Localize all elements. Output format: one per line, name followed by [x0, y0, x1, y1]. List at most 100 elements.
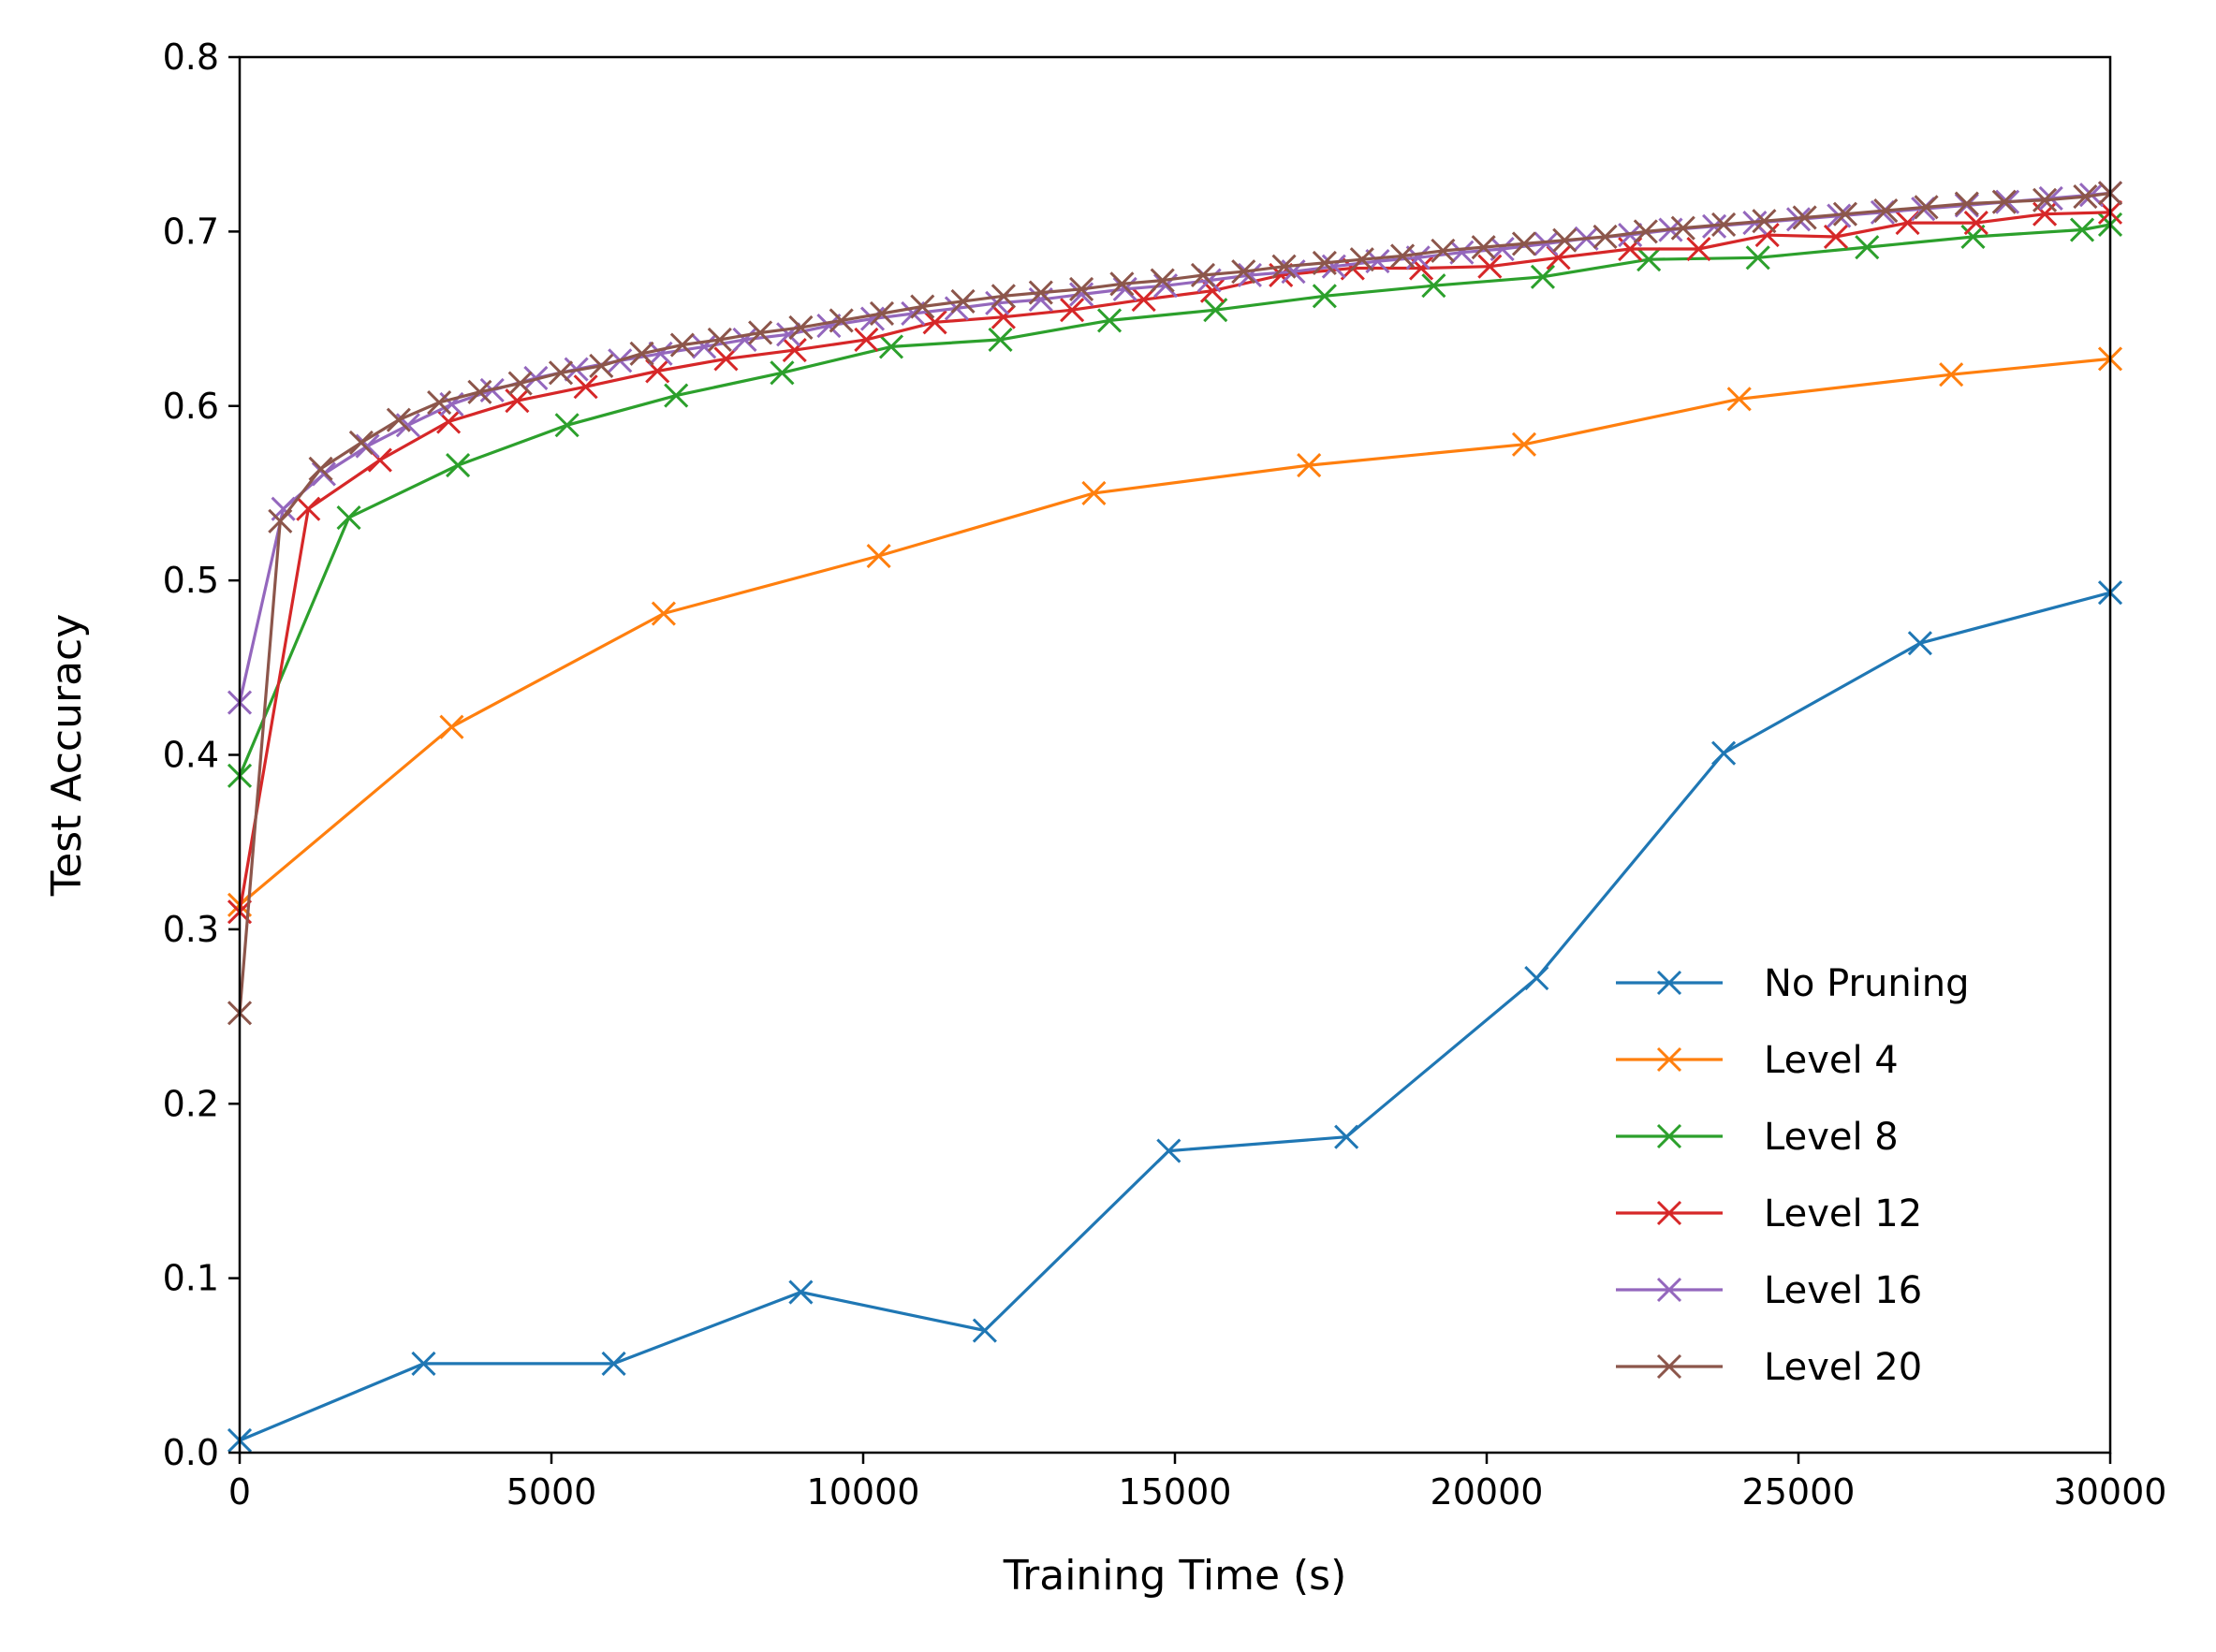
data-point-level-12: [991, 304, 1016, 329]
legend-marker: [1656, 1123, 1682, 1149]
data-point-level-20: [629, 341, 654, 366]
data-point-level-16: [732, 327, 757, 352]
series-no-pruning: [227, 580, 2123, 1454]
data-point-level-20: [386, 407, 411, 432]
data-point-level-20: [910, 294, 935, 319]
data-point-level-20: [748, 320, 773, 345]
y-axis-label: Test Accuracy: [43, 614, 91, 898]
data-point-level-20: [2073, 184, 2098, 210]
data-point-level-20: [1471, 235, 1496, 260]
data-point-level-20: [1592, 224, 1618, 250]
data-point-level-16: [355, 433, 380, 459]
legend: No Pruning Level 4 Level 8 Level 12 Level 16…: [1616, 962, 1970, 1389]
data-point-level-20: [829, 308, 854, 333]
data-point-no-pruning: [1334, 1124, 1359, 1149]
data-point-level-20: [1390, 243, 1416, 269]
legend-item-no-pruning: No Pruning: [1616, 962, 1970, 1005]
data-point-level-20: [1028, 280, 1053, 305]
legend-item-level-8: Level 8: [1616, 1116, 1899, 1159]
data-point-level-20: [1190, 262, 1216, 288]
data-point-level-8: [2069, 217, 2095, 242]
data-point-level-20: [308, 456, 333, 481]
legend-item-level-16: Level 16: [1616, 1269, 1922, 1312]
data-point-no-pruning: [1711, 740, 1737, 766]
x-tick-label: 25000: [1742, 1471, 1856, 1513]
data-point-level-8: [1636, 247, 1662, 272]
data-point-level-8: [664, 383, 689, 408]
legend-marker: [1656, 1046, 1682, 1073]
data-point-level-20: [1312, 250, 1337, 275]
data-point-level-4: [439, 714, 464, 739]
data-point-level-4: [1081, 480, 1107, 505]
data-point-level-8: [1745, 245, 1770, 270]
data-point-level-20: [507, 371, 533, 396]
x-axis-ticks: 0 5000 10000 15000 20000 25000 30000: [228, 1453, 2167, 1513]
data-point-no-pruning: [1524, 965, 1549, 991]
data-point-level-12: [1131, 287, 1156, 313]
data-point-level-4: [651, 601, 676, 626]
data-point-no-pruning: [972, 1318, 997, 1343]
series-level-8: [227, 212, 2123, 788]
data-point-level-20: [1069, 276, 1094, 301]
data-point-level-12: [713, 346, 739, 372]
data-point-level-20: [950, 288, 976, 314]
series-layer: [227, 181, 2123, 1454]
data-point-level-20: [2033, 187, 2058, 212]
axes-layer: [238, 55, 2112, 1455]
series-line-level-12: [238, 211, 2111, 913]
data-point-level-12: [1060, 298, 1085, 323]
y-tick-label: 0.0: [163, 1432, 219, 1473]
data-point-level-20: [1150, 268, 1175, 293]
plot-frame: [238, 55, 2112, 1455]
legend-label: Level 20: [1764, 1346, 1922, 1389]
data-point-no-pruning: [411, 1351, 436, 1377]
legend-item-level-4: Level 4: [1616, 1039, 1899, 1082]
data-point-level-20: [268, 508, 293, 534]
x-tick-label: 30000: [2054, 1471, 2167, 1513]
data-point-level-16: [692, 334, 717, 359]
legend-marker: [1656, 1277, 1682, 1303]
x-axis-label: Training Time (s): [1003, 1552, 1347, 1600]
data-point-level-20: [1954, 191, 1979, 216]
series-level-12: [227, 199, 2123, 925]
data-point-level-16: [1237, 262, 1262, 288]
data-point-level-20: [669, 332, 695, 358]
data-point-level-20: [1914, 195, 1939, 220]
y-tick-label: 0.2: [163, 1083, 219, 1124]
series-level-4: [227, 346, 2123, 917]
legend-marker: [1656, 1353, 1682, 1380]
data-point-level-20: [548, 360, 574, 386]
data-point-level-20: [869, 300, 895, 327]
data-point-level-8: [554, 413, 580, 438]
legend-label: Level 12: [1764, 1192, 1922, 1235]
data-point-level-8: [446, 453, 471, 478]
data-point-level-12: [296, 496, 321, 521]
data-point-level-12: [1823, 224, 1849, 250]
data-point-level-8: [1530, 264, 1556, 289]
data-point-level-12: [573, 374, 598, 400]
data-point-level-12: [1963, 210, 1989, 236]
data-point-level-8: [1097, 308, 1123, 333]
data-point-level-8: [336, 504, 361, 531]
data-point-level-8: [878, 334, 904, 359]
data-point-level-8: [1312, 284, 1337, 309]
legend-label: Level 8: [1764, 1116, 1899, 1159]
series-line-level-16: [238, 191, 2111, 703]
data-point-level-4: [866, 543, 891, 569]
data-point-level-20: [427, 389, 452, 416]
data-point-level-20: [1431, 238, 1456, 263]
data-point-level-20: [1752, 209, 1777, 234]
data-point-level-20: [707, 327, 732, 352]
y-tick-label: 0.5: [163, 560, 219, 601]
data-point-level-20: [348, 430, 374, 455]
data-point-level-16: [1321, 254, 1346, 279]
data-point-level-20: [1711, 212, 1737, 237]
x-tick-label: 0: [228, 1471, 251, 1513]
series-line-no-pruning: [239, 591, 2111, 1442]
data-point-level-20: [1792, 205, 1817, 230]
data-point-level-16: [648, 341, 673, 366]
data-point-level-4: [1297, 453, 1322, 478]
data-point-level-20: [1552, 227, 1578, 253]
